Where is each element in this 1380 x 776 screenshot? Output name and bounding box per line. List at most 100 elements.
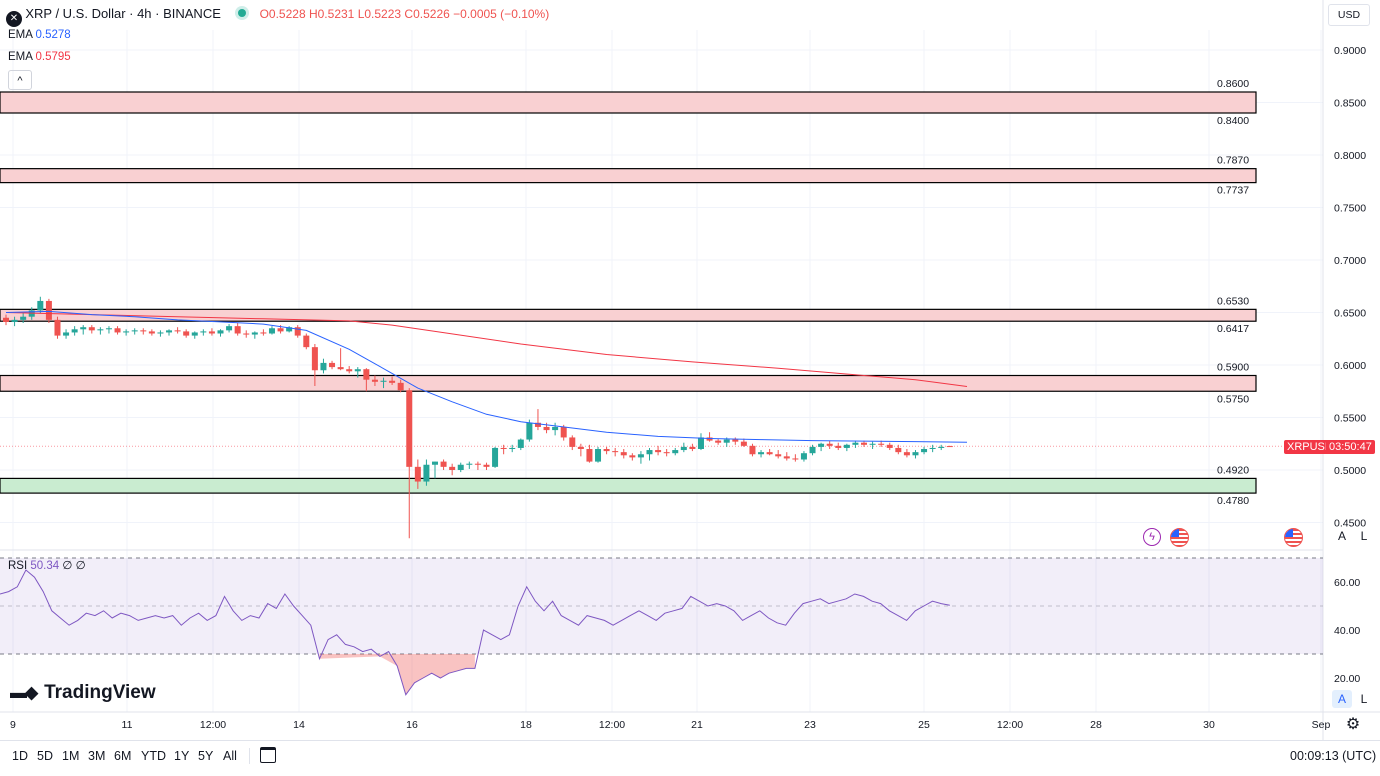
rsi-label: RSI [8,560,28,572]
candle-body [371,379,378,382]
rsi-log-scale-button[interactable]: L [1354,690,1374,708]
candle-body [200,331,207,333]
candle-body [54,319,61,336]
candle-body [148,331,155,334]
toolbar-divider [249,748,250,764]
timeframe-all[interactable]: All [223,749,237,763]
auto-scale-label: A [1337,529,1346,543]
candle-body [474,463,481,465]
market-status-icon [238,9,247,17]
tradingview-logo[interactable]: ▬◆ TradingView [10,682,156,704]
price-tick-label: 0.9000 [1334,45,1366,57]
candle-body [680,446,687,451]
timeframe-1d[interactable]: 1D [12,749,28,763]
symbol-legend[interactable]: ✕ XRP / U.S. Dollar · 4h · BINANCE O0.52… [6,6,549,27]
time-tick-label: 12:00 [200,719,226,731]
candle-body [217,330,224,334]
time-tick-label: 25 [918,719,930,731]
us-flag-icon-axis[interactable] [1284,528,1303,547]
candle-body [595,449,602,462]
log-scale-button[interactable]: L [1354,527,1374,545]
candle-body [818,443,825,447]
timeframe-1y[interactable]: 1Y [174,749,190,763]
time-tick-label: Sep [1312,719,1331,731]
candle-body [389,380,396,383]
candle-body [114,328,121,333]
auto-scale-button[interactable]: A [1332,527,1352,545]
price-tick-label: 0.7000 [1334,255,1366,267]
symbol-title: XRP / U.S. Dollar · 4h · BINANCE [25,6,221,21]
candle-body [646,450,653,455]
rsi-legend[interactable]: RSI 50.34 ∅ ∅ [8,558,86,572]
candle-body [337,367,344,370]
candle-body [517,439,524,448]
ema-slow-legend[interactable]: EMA 0.5795 [8,51,71,63]
candle-body [697,437,704,449]
time-tick-label: 14 [293,719,305,731]
rsi-auto-scale-button[interactable]: A [1332,690,1352,708]
calendar-range-icon[interactable] [260,747,276,763]
candle-body [706,437,713,441]
candle-body [843,444,850,448]
timeframe-1m[interactable]: 1M [62,749,80,763]
currency-selector[interactable]: USD [1328,4,1370,26]
us-flag-icon[interactable] [1170,528,1189,547]
time-tick-label: 28 [1090,719,1102,731]
candle-body [612,451,619,453]
timeframe-3m[interactable]: 3M [88,749,106,763]
candle-body [543,426,550,431]
rsi-line [0,569,950,696]
currency-label: USD [1337,9,1361,21]
time-tick-label: 23 [804,719,816,731]
candle-body [577,446,584,449]
ema-fast-line [5,310,968,443]
timeframe-5d[interactable]: 5D [37,749,53,763]
symbol-price-tag: XRPUSD [1284,440,1336,454]
flash-icon[interactable]: ϟ [1143,528,1161,546]
candle-body [457,464,464,470]
rsi-auto-scale-label: A [1337,692,1346,706]
candle-body [354,369,361,372]
timeframe-5y[interactable]: 5Y [198,749,214,763]
zone-bottom-label: 0.8400 [1217,115,1249,127]
utc-clock[interactable]: 00:09:13 (UTC) [1290,749,1377,763]
candle-body [277,328,284,332]
candle-body [466,463,473,465]
timeframe-ytd[interactable]: YTD [141,749,166,763]
candle-body [921,449,928,453]
candle-body [826,443,833,446]
candle-body [861,442,867,445]
zone-bottom-label: 0.7737 [1217,185,1249,197]
zone-top-label: 0.4920 [1217,464,1249,476]
ohlc-close: C0.5226 [404,7,450,21]
price-tick-label: 0.5500 [1334,413,1366,425]
ema-fast-legend[interactable]: EMA 0.5278 [8,29,71,41]
rsi-extra-1: ∅ [62,560,73,572]
chevron-up-icon: ^ [17,75,23,87]
price-tick-label: 0.4500 [1334,518,1366,530]
candle-body [809,446,816,454]
candle-body [20,316,27,320]
candle-body [629,455,636,458]
resistance-zone [0,91,1257,114]
candle-body [140,330,147,332]
candle-body [3,317,9,322]
candle-body [71,329,78,333]
candle-body [346,369,353,372]
ema-fast-label: EMA [8,29,33,41]
candle-body [286,327,293,332]
candle-body [672,450,679,454]
candle-body [243,333,250,335]
timeframe-6m[interactable]: 6M [114,749,132,763]
candle-body [191,332,198,336]
ohlc-change: −0.0005 (−0.10%) [453,7,550,21]
time-tick-label: 12:00 [997,719,1023,731]
resistance-zone [0,168,1257,184]
candle-body [835,445,842,448]
collapse-legend-button[interactable]: ^ [8,70,32,90]
gear-icon[interactable]: ⚙ [1345,716,1361,733]
time-tick-label: 30 [1203,719,1215,731]
candle-body [329,362,336,368]
time-tick-label: 9 [10,719,16,731]
